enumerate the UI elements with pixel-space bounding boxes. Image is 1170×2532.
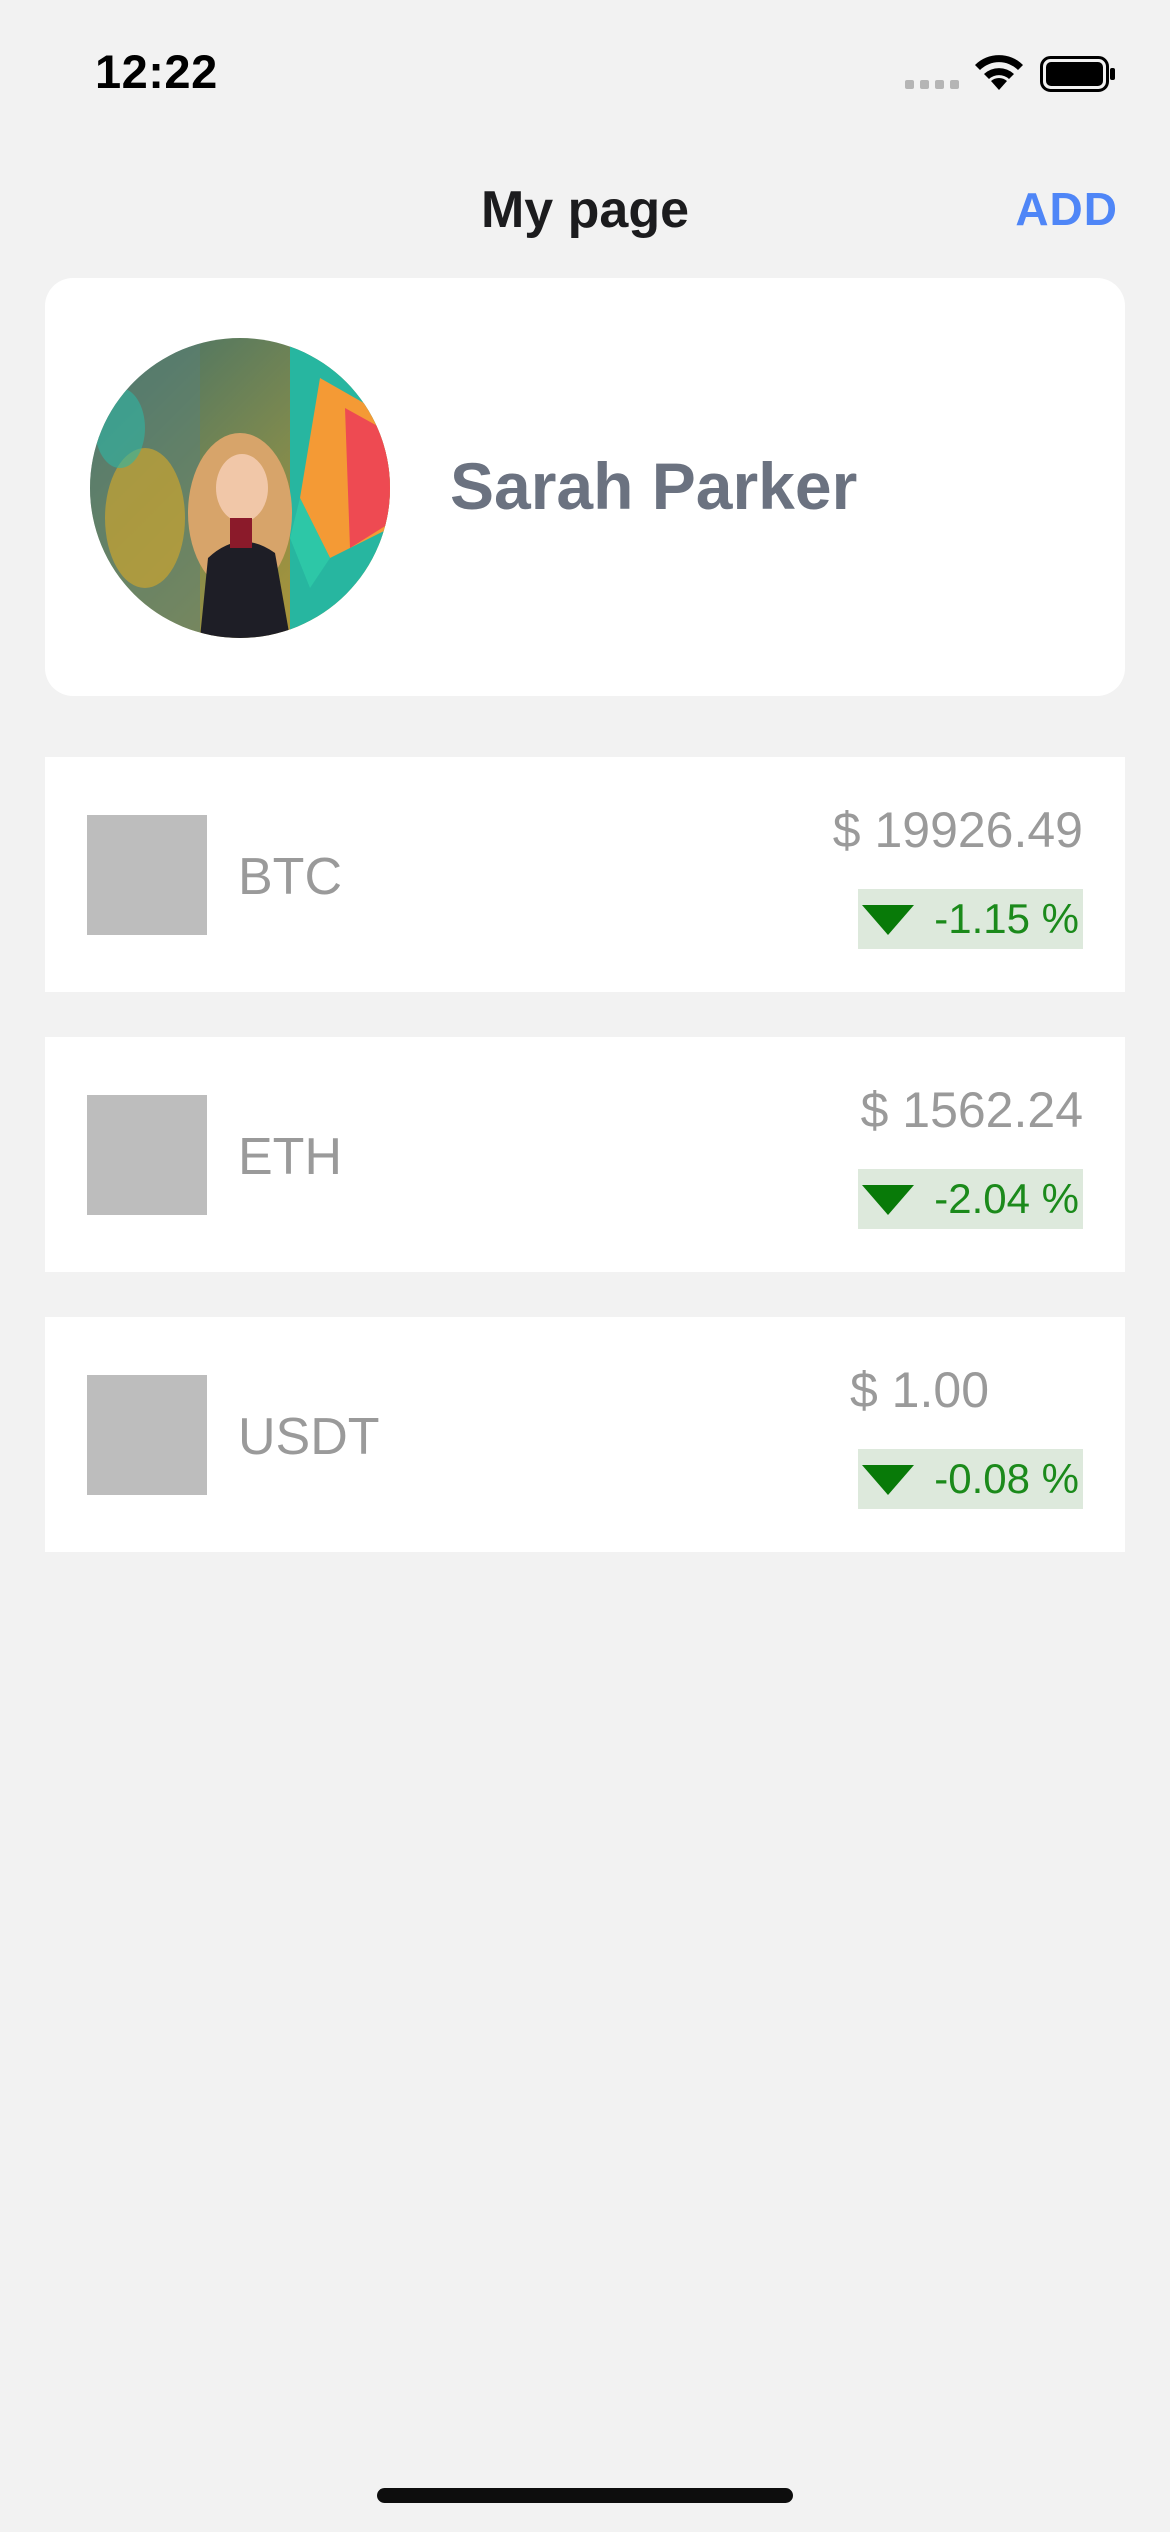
down-arrow-icon: [862, 905, 915, 935]
status-time: 12:22: [95, 45, 218, 98]
profile-name: Sarah Parker: [450, 449, 858, 523]
coin-symbol: BTC: [238, 848, 342, 906]
home-indicator[interactable]: [377, 2488, 793, 2503]
coin-symbol: USDT: [238, 1408, 380, 1466]
coin-price: $ 1562.24: [860, 1082, 1083, 1138]
wifi-icon: [975, 55, 1023, 90]
price-change-badge: -2.04 %: [858, 1169, 1083, 1229]
down-arrow-icon: [862, 1465, 915, 1495]
coin-row-usdt[interactable]: USDT $ 1.00 -0.08 %: [45, 1317, 1125, 1552]
cellular-signal-icon: [905, 80, 959, 90]
down-arrow-icon: [862, 1185, 915, 1215]
coin-logo: [87, 1375, 207, 1495]
price-change-badge: -1.15 %: [858, 889, 1083, 949]
price-change: -0.08 %: [934, 1455, 1079, 1502]
avatar-photo: [90, 338, 390, 638]
coin-price: $ 19926.49: [832, 802, 1083, 858]
avatar[interactable]: [90, 338, 390, 638]
coin-logo: [87, 815, 207, 935]
coin-symbol: ETH: [238, 1128, 342, 1186]
price-change-badge: -0.08 %: [858, 1449, 1083, 1509]
price-change: -2.04 %: [934, 1175, 1079, 1222]
coin-row-btc[interactable]: BTC $ 19926.49 -1.15 %: [45, 757, 1125, 992]
coin-logo: [87, 1095, 207, 1215]
page-title: My page: [480, 181, 690, 239]
battery-icon: [1040, 56, 1115, 92]
price-change: -1.15 %: [934, 895, 1079, 942]
status-bar: 12:22: [0, 0, 1170, 150]
coin-row-eth[interactable]: ETH $ 1562.24 -2.04 %: [45, 1037, 1125, 1272]
profile-card[interactable]: Sarah Parker: [45, 278, 1125, 696]
coin-price: $ 1.00: [849, 1362, 989, 1418]
add-button[interactable]: ADD: [1015, 183, 1118, 235]
